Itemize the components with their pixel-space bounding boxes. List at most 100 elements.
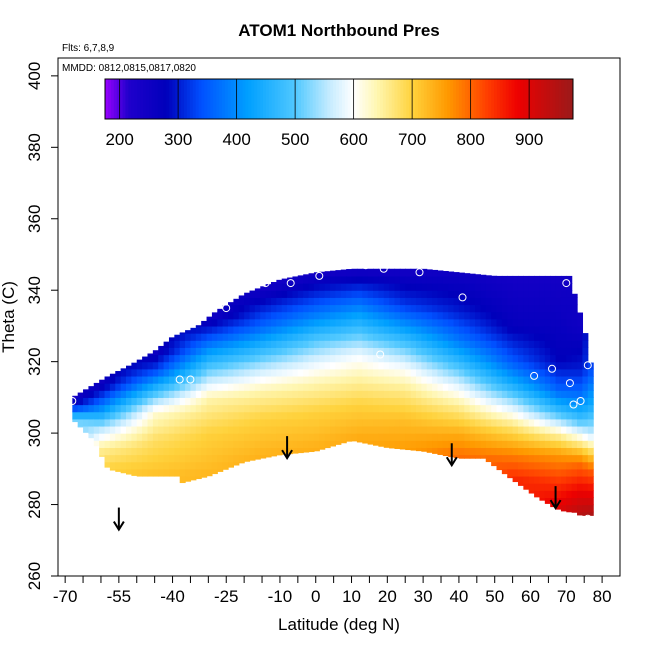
data-point-marker [548, 364, 556, 373]
heatmap-cell [244, 368, 251, 377]
heatmap-cell [88, 404, 95, 413]
heatmap-cell [158, 354, 165, 363]
heatmap-cell [179, 368, 186, 377]
colorbar-swatch [391, 79, 396, 119]
heatmap-cell [517, 411, 524, 420]
heatmap-cell [217, 468, 224, 472]
heatmap-cell [190, 433, 197, 441]
heatmap-cell [577, 411, 584, 420]
heatmap-cell [109, 418, 116, 427]
heatmap-cell [222, 333, 229, 341]
heatmap-cell [405, 375, 412, 384]
heatmap-cell [383, 290, 390, 298]
heatmap-cell [496, 461, 503, 470]
heatmap-cell [249, 383, 256, 391]
heatmap-cell [448, 290, 455, 298]
heatmap-cell [469, 273, 476, 277]
heatmap-cell [303, 333, 310, 341]
heatmap-cell [206, 375, 213, 384]
heatmap-cell [356, 325, 363, 334]
data-point-marker [565, 379, 574, 388]
heatmap-cell [270, 297, 277, 306]
colorbar-swatch [502, 79, 507, 119]
heatmap-cell [464, 273, 471, 277]
heatmap-cell [147, 425, 154, 434]
heatmap-cell [142, 361, 149, 370]
heatmap-cell [260, 318, 267, 327]
heatmap-cell [383, 297, 390, 306]
heatmap-cell [292, 418, 299, 427]
heatmap-cell [168, 347, 175, 356]
heatmap-cell [410, 383, 417, 391]
heatmap-cell [523, 361, 530, 370]
heatmap-cell [185, 454, 192, 463]
heatmap-cell [206, 418, 213, 427]
heatmap-cell [131, 390, 138, 398]
heatmap-cell [115, 375, 122, 384]
heatmap-cell [432, 333, 439, 341]
heatmap-cell [260, 361, 267, 370]
heatmap-cell [244, 354, 251, 363]
heatmap-cell [442, 397, 449, 406]
colorbar-swatch [537, 79, 542, 119]
colorbar-swatch [403, 79, 407, 119]
heatmap-cell [415, 440, 422, 448]
heatmap-cell [211, 318, 218, 327]
heatmap-cell [297, 383, 304, 391]
heatmap-cell [378, 304, 385, 313]
heatmap-cell [93, 433, 100, 441]
heatmap-cell [475, 340, 481, 348]
heatmap-cell [131, 411, 138, 420]
heatmap-cell [448, 275, 455, 284]
heatmap-cell [217, 447, 224, 456]
heatmap-cell [426, 269, 433, 277]
colorbar-swatch [508, 79, 513, 119]
heatmap-cell [238, 390, 245, 398]
heatmap-cell [555, 340, 562, 348]
heatmap-cell [297, 275, 304, 277]
heatmap-cell [517, 375, 524, 384]
data-point-marker [315, 271, 324, 280]
heatmap-cell [147, 383, 154, 391]
heatmap-cell [453, 354, 460, 363]
heatmap-cell [475, 290, 481, 298]
heatmap-cell [330, 325, 337, 334]
heatmap-cell [233, 361, 240, 370]
heatmap-cell [136, 447, 143, 456]
heatmap-cell [458, 375, 465, 384]
heatmap-cell [292, 290, 299, 298]
heatmap-cell [168, 433, 175, 441]
heatmap-cell [394, 433, 401, 441]
heatmap-cell [566, 404, 573, 413]
heatmap-cell [222, 325, 229, 334]
heatmap-cell [303, 411, 310, 420]
heatmap-cell [254, 383, 261, 391]
heatmap-cell [222, 340, 229, 348]
heatmap-cell [319, 283, 326, 291]
heatmap-cell [287, 333, 294, 341]
heatmap-cell [142, 440, 149, 448]
heatmap-cell [432, 433, 439, 441]
heatmap-cell [587, 368, 594, 377]
heatmap-cell [276, 283, 283, 291]
heatmap-cell [152, 454, 159, 463]
heatmap-cell [319, 390, 326, 398]
heatmap-cell [566, 340, 573, 348]
heatmap-cell [356, 275, 363, 284]
heatmap-cell [383, 383, 390, 391]
heatmap-cell [378, 433, 385, 441]
heatmap-cell [260, 425, 267, 434]
heatmap-cell [109, 454, 116, 463]
heatmap-cell [523, 297, 530, 306]
heatmap-cell [217, 397, 224, 406]
heatmap-cell [426, 283, 433, 291]
heatmap-cell [260, 311, 267, 320]
heatmap-cell [346, 425, 353, 434]
heatmap-cell [415, 425, 422, 434]
heatmap-cell [426, 290, 433, 298]
heatmap-cell [544, 333, 551, 341]
heatmap-cell [142, 356, 149, 363]
heatmap-cell [319, 340, 326, 348]
heatmap-cell [458, 418, 465, 427]
heatmap-cell [405, 390, 412, 398]
